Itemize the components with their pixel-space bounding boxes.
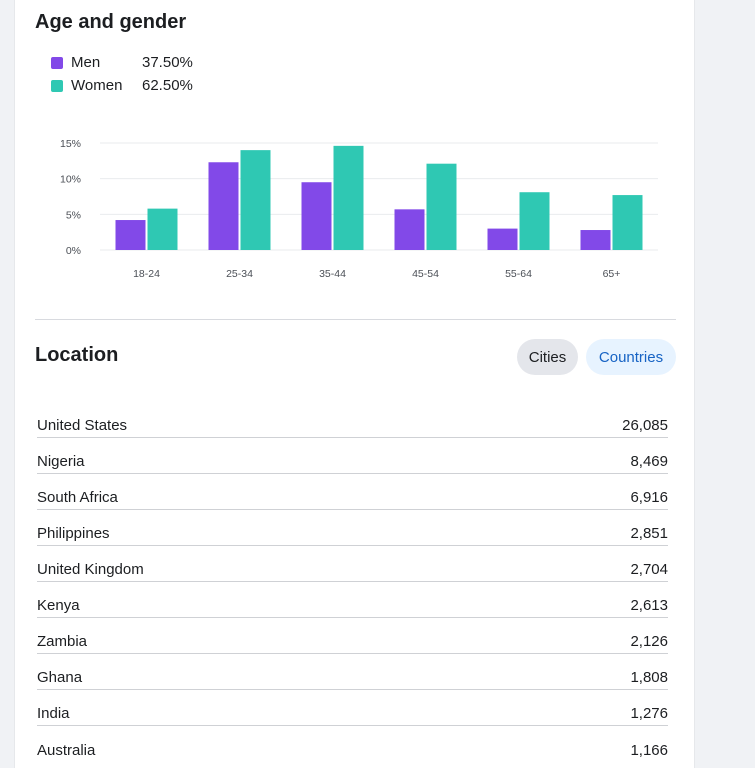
y-tick-label: 0% <box>66 245 81 257</box>
bar-women-18-24[interactable] <box>147 208 178 250</box>
location-row: Philippines 2,851 <box>37 510 668 546</box>
x-tick-label: 55-64 <box>505 268 532 280</box>
legend-item-women: Women 62.50% <box>51 74 193 97</box>
location-row: United States 26,085 <box>37 402 668 438</box>
bar-men-55-64[interactable] <box>487 228 518 250</box>
location-name: India <box>37 705 70 722</box>
location-name: Ghana <box>37 669 83 686</box>
men-swatch-icon <box>51 56 63 69</box>
location-name: Philippines <box>37 525 110 542</box>
location-count: 1,166 <box>630 742 668 759</box>
location-count: 2,613 <box>630 597 668 614</box>
legend-value-women: 62.50% <box>142 77 193 94</box>
location-name: South Africa <box>37 489 118 506</box>
location-name: Nigeria <box>37 453 85 470</box>
bar-men-65+[interactable] <box>580 230 611 250</box>
legend-value-men: 37.50% <box>142 54 193 71</box>
x-tick-label: 18-24 <box>133 268 160 280</box>
section-divider <box>35 319 676 320</box>
bar-women-35-44[interactable] <box>333 145 364 250</box>
location-row: Zambia 2,126 <box>37 618 668 654</box>
location-count: 6,916 <box>630 489 668 506</box>
location-count: 2,126 <box>630 633 668 650</box>
x-tick-label: 25-34 <box>226 268 253 280</box>
location-name: Zambia <box>37 633 88 650</box>
legend-label-men: Men <box>71 54 101 71</box>
bar-men-18-24[interactable] <box>115 220 146 250</box>
location-row: South Africa 6,916 <box>37 474 668 510</box>
women-swatch-icon <box>51 79 63 92</box>
bar-women-65+[interactable] <box>612 195 643 250</box>
bar-women-55-64[interactable] <box>519 192 550 250</box>
location-row: Nigeria 8,469 <box>37 438 668 474</box>
location-name: Kenya <box>37 597 80 614</box>
x-tick-label: 35-44 <box>319 268 346 280</box>
location-name: Australia <box>37 742 96 759</box>
chart-legend: Men 37.50% Women 62.50% <box>51 51 193 97</box>
y-tick-label: 5% <box>66 209 81 221</box>
location-count: 1,808 <box>630 669 668 686</box>
audience-card: Age and gender Men 37.50% Women 62.50% 0… <box>14 0 695 768</box>
countries-toggle-button[interactable]: Countries <box>586 339 676 375</box>
legend-item-men: Men 37.50% <box>51 51 193 74</box>
location-count: 26,085 <box>622 417 668 434</box>
x-tick-label: 45-54 <box>412 268 439 280</box>
bar-men-35-44[interactable] <box>301 182 332 250</box>
location-row: United Kingdom 2,704 <box>37 546 668 582</box>
bar-men-25-34[interactable] <box>208 162 239 250</box>
location-row: Australia 1,166 <box>37 726 668 762</box>
location-count: 1,276 <box>630 705 668 722</box>
y-tick-label: 10% <box>60 174 81 186</box>
bar-women-25-34[interactable] <box>240 150 271 250</box>
location-row: Ghana 1,808 <box>37 654 668 690</box>
x-tick-label: 65+ <box>603 268 621 280</box>
location-count: 8,469 <box>630 453 668 470</box>
location-list: United States 26,085 Nigeria 8,469 South Afr… <box>37 402 668 762</box>
age-gender-title: Age and gender <box>35 11 187 33</box>
location-count: 2,851 <box>630 525 668 542</box>
location-count: 2,704 <box>630 561 668 578</box>
age-gender-bar-chart: 0% 5% 10% 15% 18-24 25-34 35-44 45-54 55-64 65+ <box>60 138 658 280</box>
location-row: India 1,276 <box>37 690 668 726</box>
cities-toggle-button[interactable]: Cities <box>517 339 578 375</box>
bar-women-45-54[interactable] <box>426 163 457 250</box>
location-name: United Kingdom <box>37 561 144 578</box>
bar-men-45-54[interactable] <box>394 209 425 250</box>
legend-label-women: Women <box>71 77 123 94</box>
location-row: Kenya 2,613 <box>37 582 668 618</box>
y-tick-label: 15% <box>60 138 81 150</box>
location-name: United States <box>37 417 128 434</box>
location-title: Location <box>35 344 119 366</box>
